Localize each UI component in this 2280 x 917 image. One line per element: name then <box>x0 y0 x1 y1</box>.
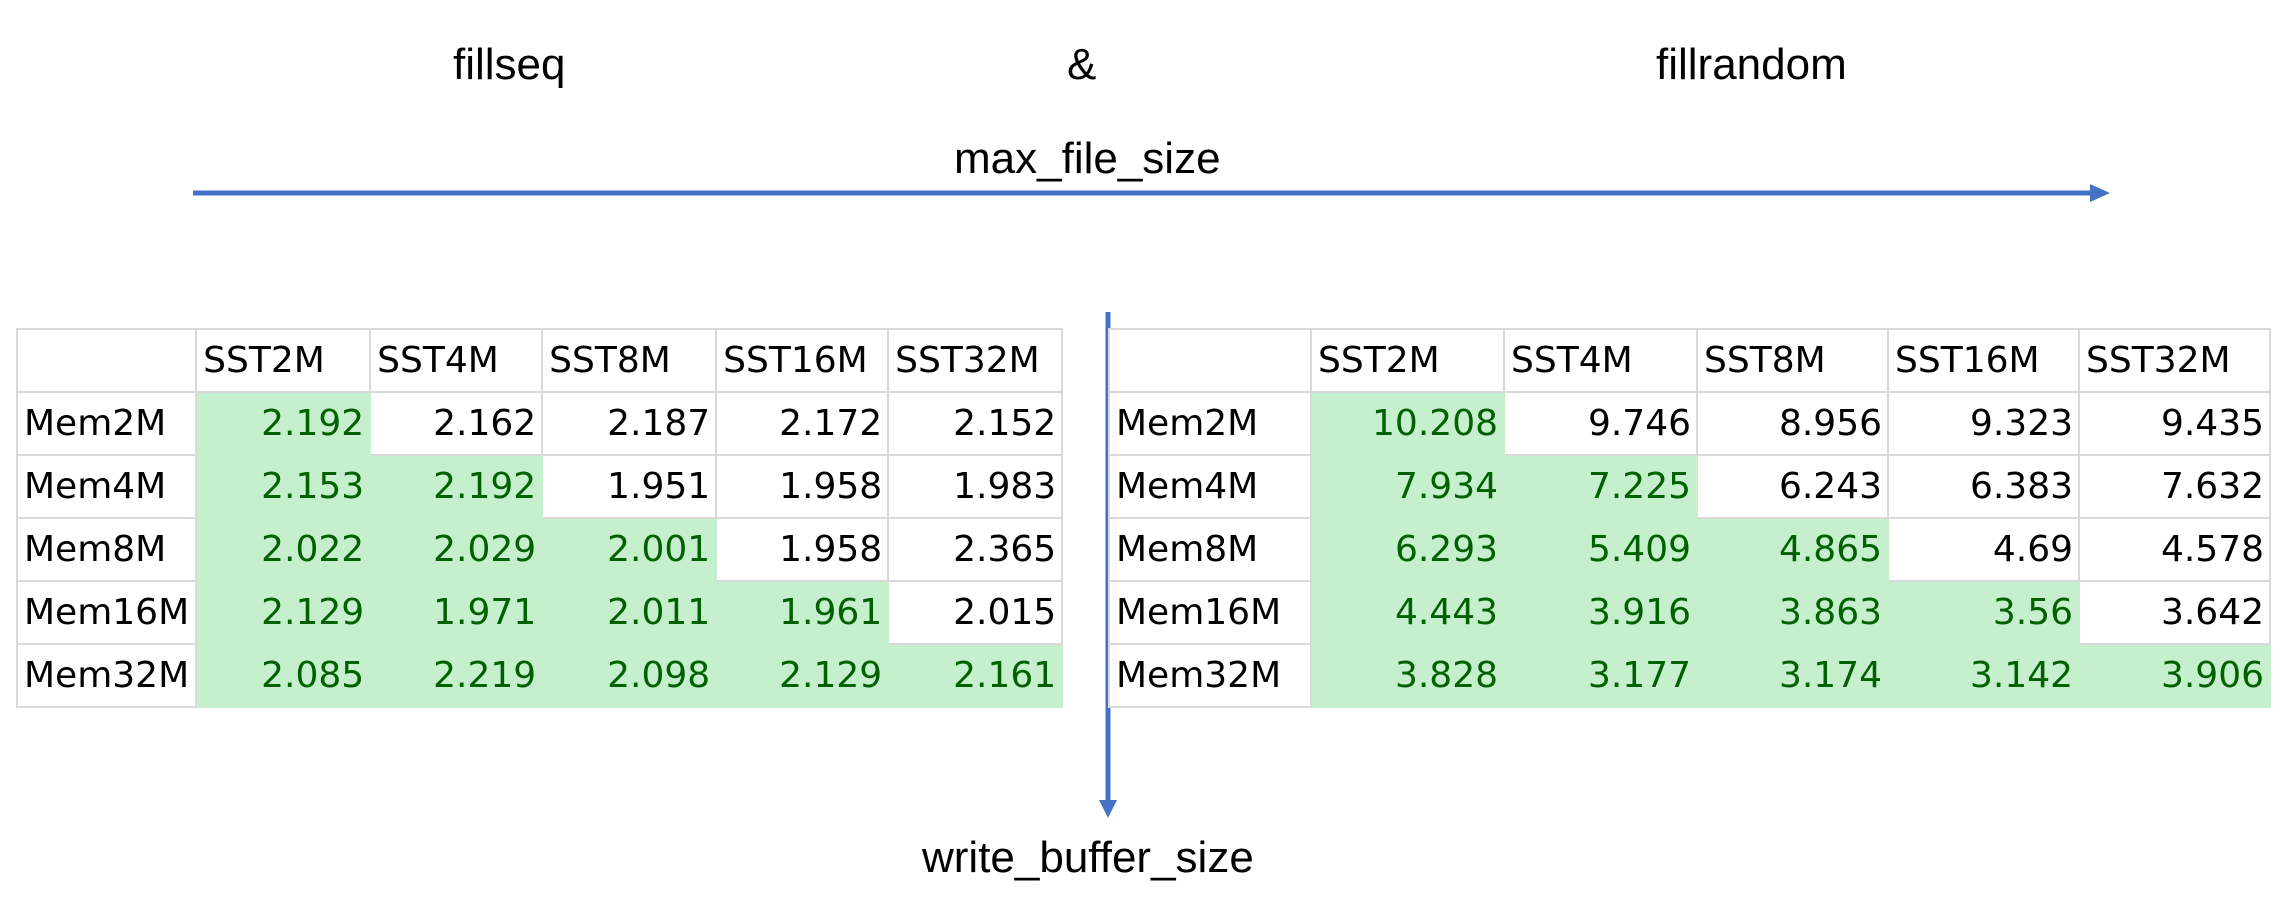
fillrandom-title: fillrandom <box>1656 40 1847 89</box>
value-cell: 1.971 <box>369 580 544 645</box>
value-cell: 2.022 <box>195 517 372 582</box>
value-cell: 3.642 <box>2078 580 2271 645</box>
column-header: SST32M <box>887 328 1064 393</box>
value-cell: 2.129 <box>715 643 890 708</box>
header-row: SST2M SST4M SST8M SST16M SST32M <box>1108 328 2271 393</box>
value-cell: 4.865 <box>1696 517 1889 582</box>
corner-cell <box>1108 328 1312 393</box>
value-cell: 3.906 <box>2078 643 2271 708</box>
column-header: SST8M <box>541 328 718 393</box>
row-label: Mem2M <box>1108 391 1312 456</box>
value-cell: 2.152 <box>887 391 1064 456</box>
table-row: Mem16M 4.443 3.916 3.863 3.56 3.642 <box>1108 580 2271 645</box>
value-cell: 10.208 <box>1310 391 1505 456</box>
corner-cell <box>15 328 198 393</box>
value-cell: 2.192 <box>195 391 372 456</box>
value-cell: 4.69 <box>1887 517 2080 582</box>
value-cell: 2.365 <box>887 517 1064 582</box>
value-cell: 1.958 <box>715 517 890 582</box>
value-cell: 2.011 <box>541 580 718 645</box>
value-cell: 2.172 <box>715 391 890 456</box>
table-row: Mem16M 2.129 1.971 2.011 1.961 2.015 <box>15 580 1064 645</box>
value-cell: 3.56 <box>1887 580 2080 645</box>
fillseq-title: fillseq <box>453 40 566 89</box>
value-cell: 3.174 <box>1696 643 1889 708</box>
max-file-size-axis-label: max_file_size <box>954 134 1221 183</box>
column-header: SST4M <box>369 328 544 393</box>
table-row: Mem32M 2.085 2.219 2.098 2.129 2.161 <box>15 643 1064 708</box>
value-cell: 2.192 <box>369 454 544 519</box>
vertical-arrow-head <box>1099 800 1117 818</box>
value-cell: 2.162 <box>369 391 544 456</box>
table-row: Mem32M 3.828 3.177 3.174 3.142 3.906 <box>1108 643 2271 708</box>
table-row: Mem4M 2.153 2.192 1.951 1.958 1.983 <box>15 454 1064 519</box>
row-label: Mem16M <box>15 580 198 645</box>
column-header: SST8M <box>1696 328 1889 393</box>
value-cell: 9.746 <box>1503 391 1698 456</box>
table-row: Mem8M 2.022 2.029 2.001 1.958 2.365 <box>15 517 1064 582</box>
value-cell: 8.956 <box>1696 391 1889 456</box>
table-row: Mem2M 2.192 2.162 2.187 2.172 2.152 <box>15 391 1064 456</box>
value-cell: 2.129 <box>195 580 372 645</box>
row-label: Mem4M <box>1108 454 1312 519</box>
column-header: SST32M <box>2078 328 2271 393</box>
value-cell: 7.934 <box>1310 454 1505 519</box>
table-row: Mem4M 7.934 7.225 6.243 6.383 7.632 <box>1108 454 2271 519</box>
value-cell: 6.293 <box>1310 517 1505 582</box>
value-cell: 2.015 <box>887 580 1064 645</box>
value-cell: 5.409 <box>1503 517 1698 582</box>
value-cell: 2.219 <box>369 643 544 708</box>
value-cell: 3.177 <box>1503 643 1698 708</box>
value-cell: 2.161 <box>887 643 1064 708</box>
table-row: Mem2M 10.208 9.746 8.956 9.323 9.435 <box>1108 391 2271 456</box>
value-cell: 3.828 <box>1310 643 1505 708</box>
value-cell: 4.578 <box>2078 517 2271 582</box>
column-header: SST16M <box>1887 328 2080 393</box>
header-row: SST2M SST4M SST8M SST16M SST32M <box>15 328 1064 393</box>
value-cell: 2.085 <box>195 643 372 708</box>
value-cell: 9.435 <box>2078 391 2271 456</box>
value-cell: 4.443 <box>1310 580 1505 645</box>
value-cell: 1.961 <box>715 580 890 645</box>
value-cell: 3.142 <box>1887 643 2080 708</box>
table-row: Mem8M 6.293 5.409 4.865 4.69 4.578 <box>1108 517 2271 582</box>
row-label: Mem16M <box>1108 580 1312 645</box>
fillseq-table: SST2M SST4M SST8M SST16M SST32M Mem2M 2.192 2.1… <box>15 328 1064 708</box>
column-header: SST16M <box>715 328 890 393</box>
value-cell: 2.153 <box>195 454 372 519</box>
row-label: Mem4M <box>15 454 198 519</box>
ampersand-connector: & <box>1067 40 1097 89</box>
value-cell: 6.243 <box>1696 454 1889 519</box>
column-header: SST2M <box>195 328 372 393</box>
column-header: SST4M <box>1503 328 1698 393</box>
column-header: SST2M <box>1310 328 1505 393</box>
value-cell: 3.863 <box>1696 580 1889 645</box>
value-cell: 1.958 <box>715 454 890 519</box>
write-buffer-size-axis-label: write_buffer_size <box>922 833 1254 882</box>
row-label: Mem2M <box>15 391 198 456</box>
fillrandom-table: SST2M SST4M SST8M SST16M SST32M Mem2M 10.208 9.… <box>1108 328 2271 708</box>
row-label: Mem8M <box>15 517 198 582</box>
value-cell: 3.916 <box>1503 580 1698 645</box>
row-label: Mem8M <box>1108 517 1312 582</box>
value-cell: 1.951 <box>541 454 718 519</box>
value-cell: 7.632 <box>2078 454 2271 519</box>
value-cell: 2.187 <box>541 391 718 456</box>
value-cell: 1.983 <box>887 454 1064 519</box>
value-cell: 6.383 <box>1887 454 2080 519</box>
value-cell: 2.001 <box>541 517 718 582</box>
value-cell: 9.323 <box>1887 391 2080 456</box>
row-label: Mem32M <box>1108 643 1312 708</box>
value-cell: 2.098 <box>541 643 718 708</box>
horizontal-arrow-head <box>2090 184 2110 202</box>
value-cell: 7.225 <box>1503 454 1698 519</box>
row-label: Mem32M <box>15 643 198 708</box>
value-cell: 2.029 <box>369 517 544 582</box>
